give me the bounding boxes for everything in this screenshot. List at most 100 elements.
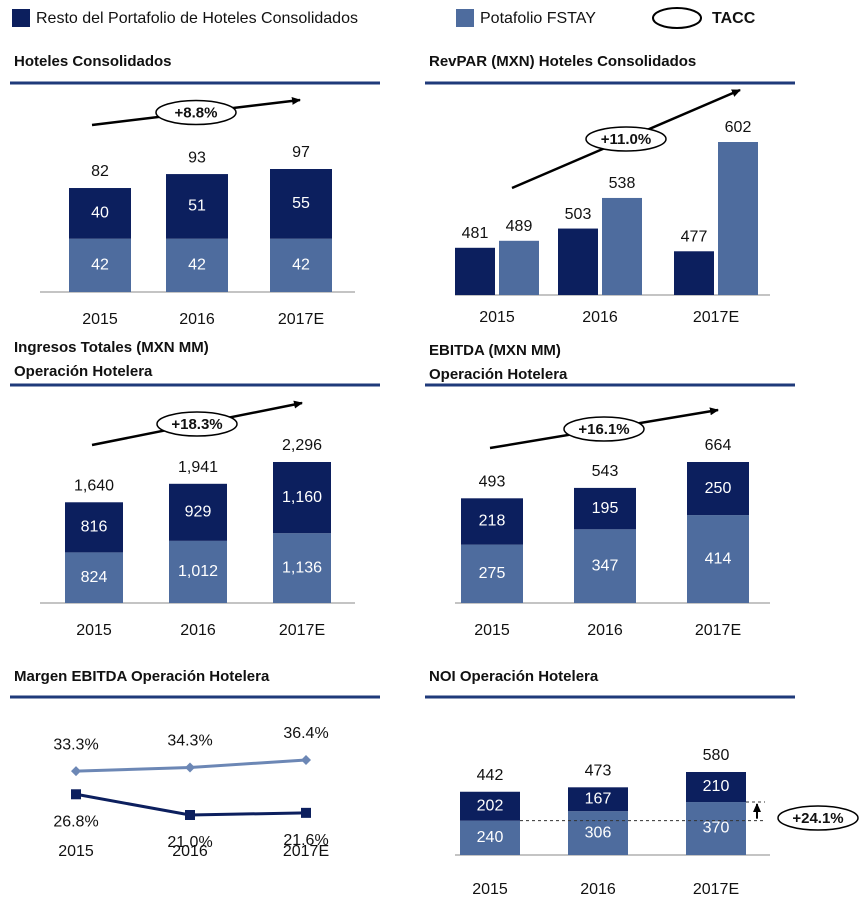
- tacc-label: +24.1%: [792, 810, 843, 827]
- tacc-label: +11.0%: [601, 131, 651, 148]
- bar-segment: [687, 515, 749, 603]
- bar: [455, 247, 495, 295]
- legend-label: TACC: [712, 10, 756, 27]
- bar: [499, 240, 539, 295]
- value-label: 33.3%: [53, 736, 98, 753]
- total-label: 97: [292, 144, 310, 161]
- marker: [185, 762, 195, 773]
- chart-title: NOI Operación Hotelera: [429, 668, 599, 685]
- chart-title: EBITDA (MXN MM): [429, 342, 561, 359]
- segment-label: 929: [185, 504, 212, 521]
- value-label: 21.0%: [167, 834, 212, 851]
- bar-segment: [687, 462, 749, 516]
- x-tick-label: 2016: [582, 309, 618, 326]
- bar-segment: [270, 238, 332, 292]
- bar-segment: [65, 552, 123, 603]
- bar-segment: [574, 529, 636, 603]
- x-tick-label: 2015: [82, 311, 118, 328]
- segment-label: 347: [592, 557, 619, 574]
- total-label: 82: [91, 163, 109, 180]
- segment-label: 275: [479, 565, 506, 582]
- total-label: 442: [477, 767, 504, 784]
- total-label: 580: [703, 747, 730, 764]
- bar-segment: [273, 533, 331, 603]
- legend-label: Potafolio FSTAY: [480, 10, 596, 27]
- x-tick-label: 2015: [76, 622, 112, 639]
- bar: [674, 251, 714, 295]
- bar-segment: [461, 498, 523, 545]
- legend-swatch: [456, 9, 474, 27]
- value-label: 602: [725, 119, 752, 136]
- bar: [558, 228, 598, 295]
- segment-label: 1,136: [282, 559, 322, 576]
- chart-title: Ingresos Totales (MXN MM): [14, 339, 209, 356]
- segment-label: 816: [81, 519, 108, 536]
- tacc-ellipse: [777, 805, 859, 831]
- segment-label: 240: [477, 829, 504, 846]
- bar-segment: [461, 544, 523, 603]
- bar-segment: [460, 820, 520, 855]
- x-tick-label: 2017E: [283, 843, 329, 860]
- segment-label: 202: [477, 797, 504, 814]
- bar: [718, 142, 758, 295]
- x-tick-label: 2016: [179, 311, 215, 328]
- value-label: 26.8%: [53, 814, 98, 831]
- bar-segment: [169, 540, 227, 603]
- chart-title: Margen EBITDA Operación Hotelera: [14, 668, 270, 685]
- total-label: 493: [479, 474, 506, 491]
- segment-label: 195: [592, 500, 619, 517]
- segment-label: 218: [479, 513, 506, 530]
- value-label: 21.6%: [283, 832, 328, 849]
- bar-segment: [169, 483, 227, 541]
- value-label: 489: [506, 218, 533, 235]
- x-tick-label: 2017E: [278, 311, 324, 328]
- marker: [301, 807, 311, 818]
- x-tick-label: 2017E: [279, 622, 325, 639]
- x-tick-label: 2016: [587, 622, 623, 639]
- bar-segment: [69, 188, 131, 239]
- x-tick-label: 2017E: [695, 622, 741, 639]
- x-tick-label: 2017E: [693, 881, 739, 898]
- x-tick-label: 2015: [58, 843, 94, 860]
- x-tick-label: 2015: [479, 309, 515, 326]
- chart-subtitle: Operación Hotelera: [14, 363, 153, 380]
- x-tick-label: 2016: [172, 843, 208, 860]
- x-tick-label: 2015: [472, 881, 508, 898]
- value-label: 538: [609, 175, 636, 192]
- bar-segment: [574, 487, 636, 530]
- tacc-ellipse: [156, 411, 238, 437]
- segment-label: 42: [188, 257, 206, 274]
- x-tick-label: 2017E: [693, 309, 739, 326]
- segment-label: 210: [703, 778, 730, 795]
- segment-label: 824: [81, 569, 108, 586]
- tacc-ellipse: [155, 99, 237, 126]
- marker: [301, 755, 311, 765]
- bar-segment: [686, 802, 746, 855]
- bar-segment: [270, 169, 332, 239]
- segment-label: 306: [585, 824, 612, 841]
- chart-subtitle: Operación Hotelera: [429, 366, 568, 383]
- segment-label: 42: [292, 257, 310, 274]
- bar-segment: [568, 811, 628, 855]
- x-tick-label: 2015: [474, 622, 510, 639]
- segment-label: 370: [703, 820, 730, 837]
- bar: [602, 197, 642, 295]
- tacc-ellipse: [585, 126, 667, 152]
- bar-segment: [460, 791, 520, 821]
- value-label: 503: [565, 206, 592, 223]
- segment-label: 1,160: [282, 489, 322, 506]
- legend-tacc-symbol: [652, 7, 702, 29]
- segment-label: 250: [705, 480, 732, 497]
- segment-label: 51: [188, 198, 206, 215]
- chart-title: RevPAR (MXN) Hoteles Consolidados: [429, 53, 696, 70]
- legend-swatch: [12, 9, 30, 27]
- total-label: 543: [592, 463, 619, 480]
- segment-label: 40: [91, 205, 109, 222]
- x-tick-label: 2016: [580, 881, 616, 898]
- total-label: 93: [188, 149, 206, 166]
- marker: [185, 810, 195, 820]
- bar-segment: [69, 238, 131, 292]
- marker: [71, 789, 81, 800]
- tacc-label: +16.1%: [578, 421, 629, 438]
